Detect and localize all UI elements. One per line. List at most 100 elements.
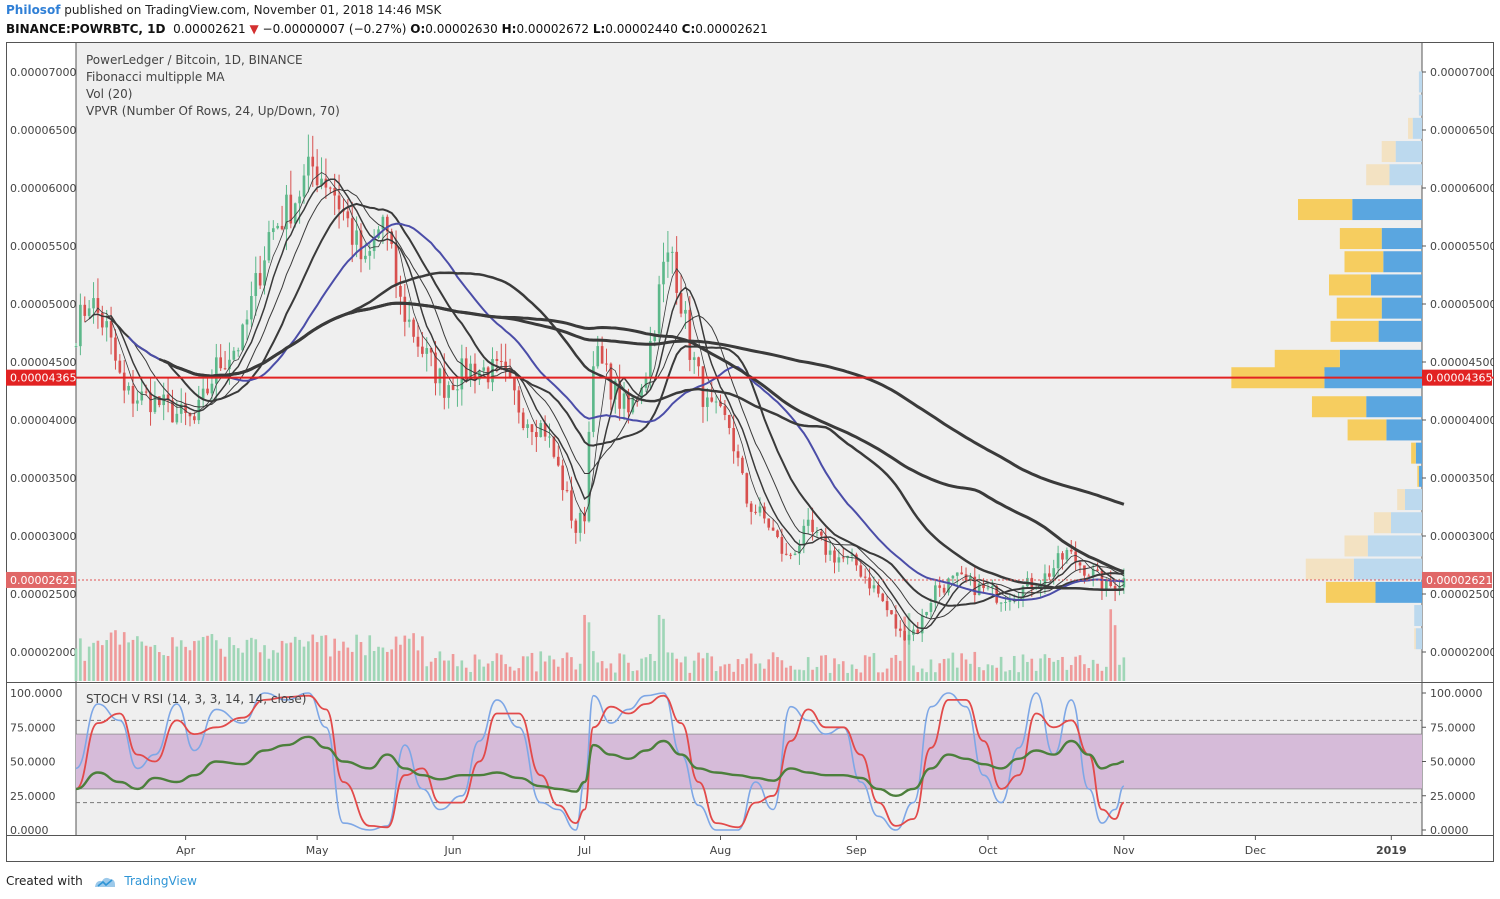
volume-bar (530, 652, 534, 681)
vp-down-bar (1373, 512, 1391, 534)
volume-bar (631, 671, 635, 681)
vp-up-bar (1366, 396, 1422, 418)
candle-body (969, 576, 972, 581)
candle-body (447, 385, 450, 398)
volume-bar (184, 646, 187, 681)
left-price-tick: 0.00003500 (10, 472, 76, 485)
volume-bar (688, 672, 692, 681)
candle-body (1083, 565, 1086, 576)
symbol-name[interactable]: BINANCE:POWRBTC, 1D (6, 22, 166, 36)
stoch-left-tick: 75.0000 (10, 721, 56, 734)
candle-body (640, 387, 643, 398)
ohlc-high: 0.00002672 (516, 22, 590, 36)
candle-body (364, 255, 367, 260)
candle-body (328, 187, 332, 189)
volume-bar (263, 645, 266, 681)
candle-body (920, 615, 924, 634)
candle-body (530, 424, 534, 433)
time-tick-label: May (306, 844, 329, 857)
candle-body (513, 377, 516, 391)
stoch-legend[interactable]: STOCH V RSI (14, 3, 3, 14, 14, close) (86, 692, 306, 706)
legend-fib-ma[interactable]: Fibonacci multipple MA (86, 70, 225, 84)
candle-body (964, 574, 968, 581)
candle-body (201, 388, 205, 400)
right-price-tick: 0.00006500 (1430, 124, 1494, 137)
volume-bar (942, 658, 946, 681)
vp-up-bar (1415, 442, 1422, 464)
volume-bar (517, 668, 521, 681)
volume-bar (100, 645, 104, 681)
volume-bar (328, 656, 332, 681)
candle-body (136, 400, 139, 404)
candle-body (495, 358, 499, 361)
vp-up-bar (1389, 164, 1422, 186)
left-price-tick: 0.00004500 (10, 356, 76, 369)
volume-bar (241, 652, 244, 681)
vp-up-bar (1404, 489, 1422, 511)
candle-body (1065, 549, 1069, 560)
vp-down-bar (1414, 628, 1416, 650)
candle-body (372, 237, 376, 252)
candle-body (307, 156, 310, 176)
volume-bar (210, 634, 214, 681)
right-price-tick: 0.00007000 (1430, 66, 1494, 79)
candle-body (236, 350, 240, 352)
candle-body (631, 397, 635, 413)
stoch-k-line (75, 692, 1125, 831)
candle-body (504, 361, 507, 371)
vp-down-bar (1329, 274, 1371, 296)
volume-bar (587, 622, 591, 681)
author-link[interactable]: Philosof (6, 3, 61, 17)
candle-body (618, 380, 621, 409)
volume-bar (403, 635, 407, 681)
volume-bar (789, 665, 792, 681)
candle-body (280, 225, 284, 230)
candle-body (232, 350, 236, 360)
candle-body (907, 634, 911, 641)
price-change: −0.00000007 (−0.27%) (262, 22, 407, 36)
candle-body (1096, 569, 1099, 571)
volume-bar (223, 656, 227, 681)
candle-body (951, 575, 955, 579)
right-price-axis: 0.00007000 0.00006500 0.00006000 0.00005500… (1422, 66, 1494, 659)
volume-bar (749, 653, 753, 681)
right-price-tick: 0.00005500 (1430, 240, 1494, 253)
volume-bar (754, 663, 757, 681)
volume-bar (977, 667, 981, 681)
candle-body (245, 319, 249, 325)
volume-bar (236, 648, 240, 681)
volume-bar (863, 655, 867, 681)
volume-bar (578, 663, 582, 681)
candle-body (977, 583, 981, 596)
volume-bar (1118, 664, 1121, 681)
left-price-tick: 0.00007000 (10, 66, 76, 79)
volume-bar (460, 660, 464, 681)
tradingview-brand-link[interactable]: TradingView (124, 874, 197, 888)
volume-bar (780, 660, 784, 681)
vp-down-bar (1366, 164, 1390, 186)
volume-bar (727, 663, 731, 681)
legend-symbol[interactable]: PowerLedger / Bitcoin, 1D, BINANCE (86, 53, 303, 67)
price-chart[interactable]: 0.00007000 0.00006500 0.00006000 0.00005500… (6, 42, 1494, 862)
candle-body (622, 393, 626, 409)
legend-vpvr[interactable]: VPVR (Number Of Rows, 24, Up/Down, 70) (86, 104, 340, 118)
vp-down-bar (1336, 297, 1382, 319)
legend-volume[interactable]: Vol (20) (86, 87, 132, 101)
volume-bar (885, 668, 889, 681)
volume-bar (627, 662, 630, 681)
volume-bar (535, 671, 538, 681)
candle-body (679, 292, 683, 314)
volume-bar (903, 616, 906, 681)
volume-bar (596, 662, 600, 681)
candle-body (486, 367, 490, 383)
candle-body (592, 366, 595, 432)
candle-body (127, 385, 130, 391)
candle-body (429, 348, 433, 353)
vp-up-bar (1381, 297, 1422, 319)
candle-body (548, 436, 551, 438)
stoch-right-tick: 100.0000 (1430, 687, 1483, 700)
candle-body (543, 423, 547, 437)
volume-bar (508, 666, 512, 681)
candle-body (214, 357, 218, 384)
volume-bar (955, 667, 959, 681)
